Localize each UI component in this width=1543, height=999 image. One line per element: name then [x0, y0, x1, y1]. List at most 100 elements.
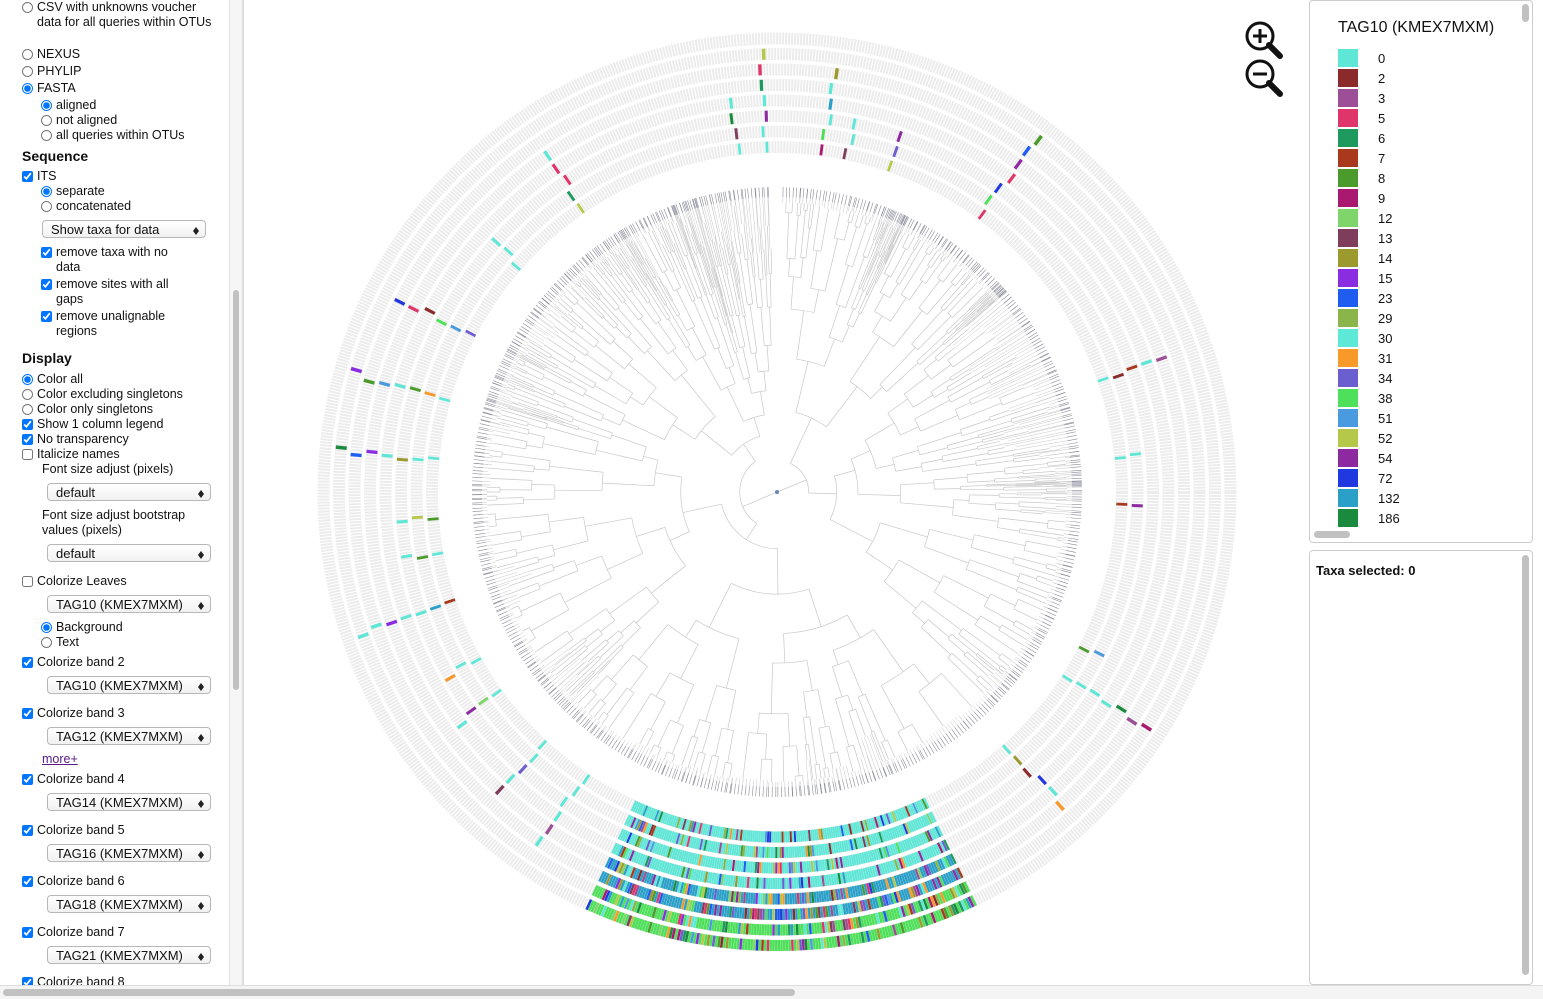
- option-label[interactable]: not aligned: [56, 113, 226, 128]
- option-label[interactable]: CSV with unknowns voucher data for all q…: [37, 0, 217, 30]
- checkbox[interactable]: [22, 449, 33, 460]
- option-label[interactable]: remove taxa with no data: [56, 245, 191, 275]
- radio-button[interactable]: [41, 622, 52, 633]
- option-label[interactable]: No transparency: [37, 432, 227, 447]
- option-label[interactable]: Colorize band 8: [37, 975, 227, 985]
- checkbox[interactable]: [22, 774, 33, 785]
- legend-swatch: [1338, 489, 1358, 507]
- leaf-label: [1045, 615, 1054, 619]
- checkbox[interactable]: [22, 708, 33, 719]
- tree-view[interactable]: [244, 0, 1306, 985]
- zoom-in[interactable]: [1247, 23, 1280, 56]
- selection-scroll-thumb[interactable]: [1522, 555, 1529, 975]
- checkbox[interactable]: [22, 576, 33, 587]
- dropdown[interactable]: TAG16 (KMEX7MXM): [47, 844, 211, 862]
- option-label[interactable]: all queries within OTUs: [56, 128, 226, 143]
- branch: [801, 258, 803, 278]
- checkbox[interactable]: [41, 247, 52, 258]
- option-label[interactable]: Colorize band 2: [37, 655, 227, 670]
- option-label[interactable]: Italicize names: [37, 447, 227, 462]
- radio-button[interactable]: [41, 100, 52, 111]
- more-link[interactable]: more+: [42, 752, 78, 766]
- horizontal-scrollbar[interactable]: [0, 985, 1543, 999]
- option-label[interactable]: Color all: [37, 372, 227, 387]
- option-label[interactable]: Colorize band 6: [37, 874, 227, 889]
- checkbox[interactable]: [41, 311, 52, 322]
- option-label[interactable]: Colorize band 5: [37, 823, 227, 838]
- checkbox[interactable]: [22, 657, 33, 668]
- option-label[interactable]: aligned: [56, 98, 226, 113]
- dropdown[interactable]: Show taxa for data: [42, 220, 206, 238]
- branch: [967, 471, 1005, 474]
- option-label[interactable]: ITS: [37, 169, 217, 184]
- band-segment: [937, 865, 939, 866]
- option-label[interactable]: NEXUS: [37, 47, 217, 62]
- scroll-thumb[interactable]: [233, 290, 239, 690]
- checkbox[interactable]: [22, 977, 33, 985]
- dropdown[interactable]: TAG14 (KMEX7MXM): [47, 793, 211, 811]
- checkbox[interactable]: [22, 434, 33, 445]
- option-label[interactable]: Colorize band 3: [37, 706, 227, 721]
- option-label[interactable]: Colorize band 7: [37, 925, 227, 940]
- dropdown[interactable]: TAG10 (KMEX7MXM): [47, 595, 211, 613]
- branch: [850, 337, 880, 382]
- option-label[interactable]: PHYLIP: [37, 64, 217, 79]
- band-segment: [673, 837, 675, 838]
- radio-button[interactable]: [22, 83, 33, 94]
- radio-button[interactable]: [22, 66, 33, 77]
- option-label[interactable]: separate: [56, 184, 226, 199]
- branch: [508, 384, 515, 387]
- option-label[interactable]: Colorize band 4: [37, 772, 227, 787]
- radio-button[interactable]: [41, 637, 52, 648]
- option-label[interactable]: remove sites with all gaps: [56, 277, 191, 307]
- radio-button[interactable]: [22, 374, 33, 385]
- dropdown[interactable]: TAG18 (KMEX7MXM): [47, 895, 211, 913]
- branch: [510, 430, 528, 434]
- radio-button[interactable]: [22, 389, 33, 400]
- branch: [503, 595, 518, 601]
- checkbox[interactable]: [22, 825, 33, 836]
- sidebar-scrollbar[interactable]: [229, 0, 242, 985]
- band-segment: [877, 870, 879, 871]
- branch: [742, 234, 746, 260]
- option-label[interactable]: Color only singletons: [37, 402, 227, 417]
- option-label[interactable]: remove unalignable regions: [56, 309, 191, 339]
- checkbox[interactable]: [22, 927, 33, 938]
- radio-button[interactable]: [41, 186, 52, 197]
- option-label[interactable]: Text: [56, 635, 226, 650]
- legend-hscroll-thumb[interactable]: [1314, 531, 1350, 538]
- checkbox[interactable]: [41, 279, 52, 290]
- dropdown[interactable]: TAG10 (KMEX7MXM): [47, 676, 211, 694]
- radio-button[interactable]: [41, 115, 52, 126]
- checkbox[interactable]: [22, 876, 33, 887]
- legend-scroll-thumb[interactable]: [1522, 4, 1529, 22]
- checkbox[interactable]: [22, 419, 33, 430]
- scroll-thumb[interactable]: [3, 989, 795, 996]
- band-segment: [627, 870, 629, 871]
- radio-button[interactable]: [22, 49, 33, 60]
- option-label[interactable]: Color excluding singletons: [37, 387, 227, 402]
- zoom-out[interactable]: [1247, 61, 1280, 94]
- option-label[interactable]: Colorize Leaves: [37, 574, 227, 589]
- leaf-label: [1071, 511, 1081, 512]
- radio-button[interactable]: [41, 130, 52, 141]
- dropdown[interactable]: default: [47, 544, 211, 562]
- leaf-label: [833, 782, 835, 792]
- branch: [818, 690, 826, 727]
- dropdown[interactable]: default: [47, 483, 211, 501]
- option-label[interactable]: concatenated: [56, 199, 226, 214]
- option-label[interactable]: Background: [56, 620, 226, 635]
- radio-button[interactable]: [41, 201, 52, 212]
- dropdown[interactable]: TAG12 (KMEX7MXM): [47, 727, 211, 745]
- branch: [851, 212, 854, 222]
- dropdown[interactable]: TAG21 (KMEX7MXM): [47, 946, 211, 964]
- branch: [507, 609, 512, 611]
- option-label[interactable]: FASTA: [37, 81, 217, 96]
- checkbox[interactable]: [22, 171, 33, 182]
- branch: [535, 631, 567, 652]
- branch: [1057, 567, 1062, 568]
- radio-button[interactable]: [22, 2, 33, 13]
- radio-button[interactable]: [22, 404, 33, 415]
- option-label[interactable]: Show 1 column legend: [37, 417, 227, 432]
- band-segment: [928, 818, 930, 819]
